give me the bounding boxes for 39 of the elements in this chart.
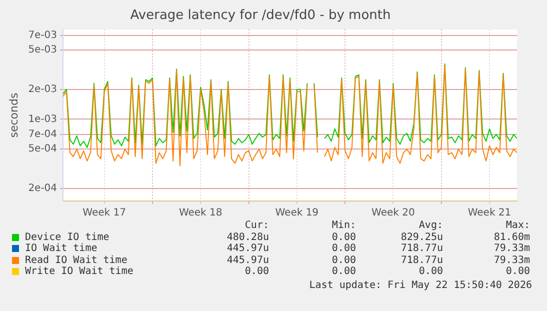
text: 0.00 (330, 254, 356, 266)
text: 0.00 (418, 266, 443, 278)
y-tick-label: 1e-03 (28, 114, 58, 125)
text: 79.33m (492, 254, 530, 266)
legend-label: Device IO time (25, 232, 110, 243)
text: 0.00 (330, 243, 356, 254)
x-tick-label: Week 19 (275, 208, 319, 219)
y-tick-label: 7e-04 (28, 129, 58, 140)
y-tick-label: 7e-03 (28, 30, 58, 41)
y-tick-label: 2e-03 (28, 84, 58, 95)
text: 0.00 (504, 266, 530, 278)
text: 445.97u (226, 243, 269, 254)
text: 0.00 (330, 266, 356, 278)
x-tick-label: Week 18 (178, 208, 222, 219)
text: 829.25u (400, 232, 443, 243)
y-tick-label: 5e-03 (28, 44, 58, 56)
text: Min: (330, 220, 356, 232)
x-tick-label: Week 21 (468, 208, 512, 219)
y-tick-label: 5e-04 (28, 144, 58, 155)
text: 0.00 (244, 266, 269, 278)
text: Cur: (244, 220, 269, 232)
text: 79.33m (492, 243, 530, 254)
text: 0.00 (330, 232, 356, 243)
text: 445.97u (226, 254, 269, 266)
text: Max: (504, 220, 530, 232)
y-tick-label: 2e-04 (28, 183, 58, 194)
x-tick-label: Week 17 (82, 208, 126, 219)
legend-label: IO Wait time (25, 243, 98, 254)
legend-label: Write IO Wait time (25, 266, 134, 278)
legend-label: Read IO Wait time (25, 254, 128, 266)
text: Avg: (418, 220, 443, 232)
text: 81.60m (492, 232, 530, 243)
text: Last update: Fri May 22 15:50:40 2026 (308, 280, 532, 290)
text: 718.77u (400, 243, 443, 254)
chart-title: Average latency for /dev/fd0 - by month (130, 8, 391, 24)
text: 718.77u (400, 254, 443, 266)
text: 480.28u (226, 232, 269, 243)
x-tick-label: Week 20 (372, 208, 415, 219)
y-axis-title: seconds (7, 92, 20, 138)
